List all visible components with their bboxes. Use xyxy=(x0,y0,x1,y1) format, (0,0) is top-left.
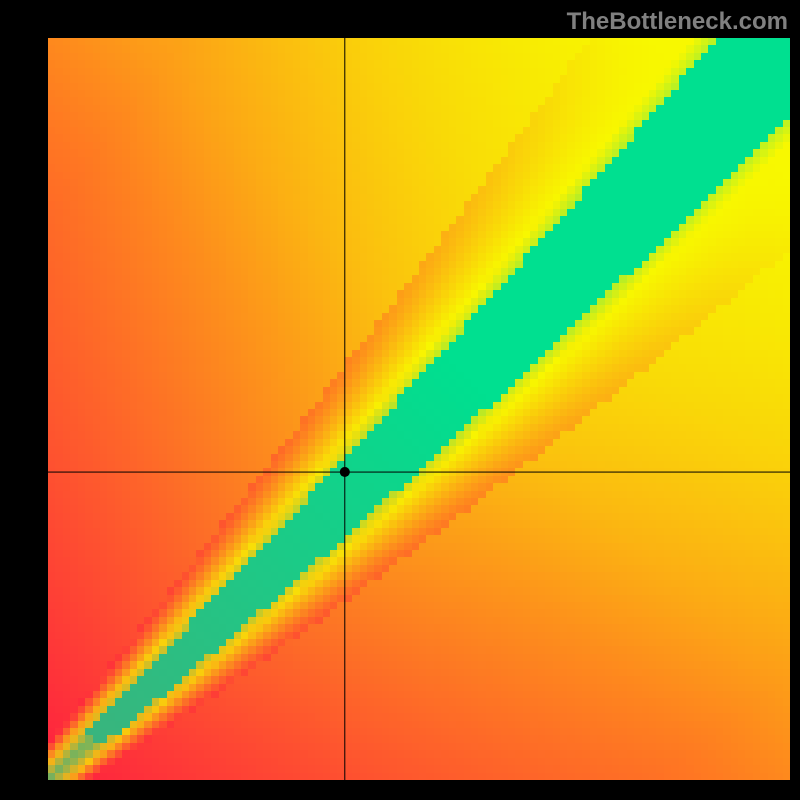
watermark-text: TheBottleneck.com xyxy=(567,8,788,36)
heatmap-canvas xyxy=(0,0,800,800)
chart-container: TheBottleneck.com xyxy=(0,0,800,800)
